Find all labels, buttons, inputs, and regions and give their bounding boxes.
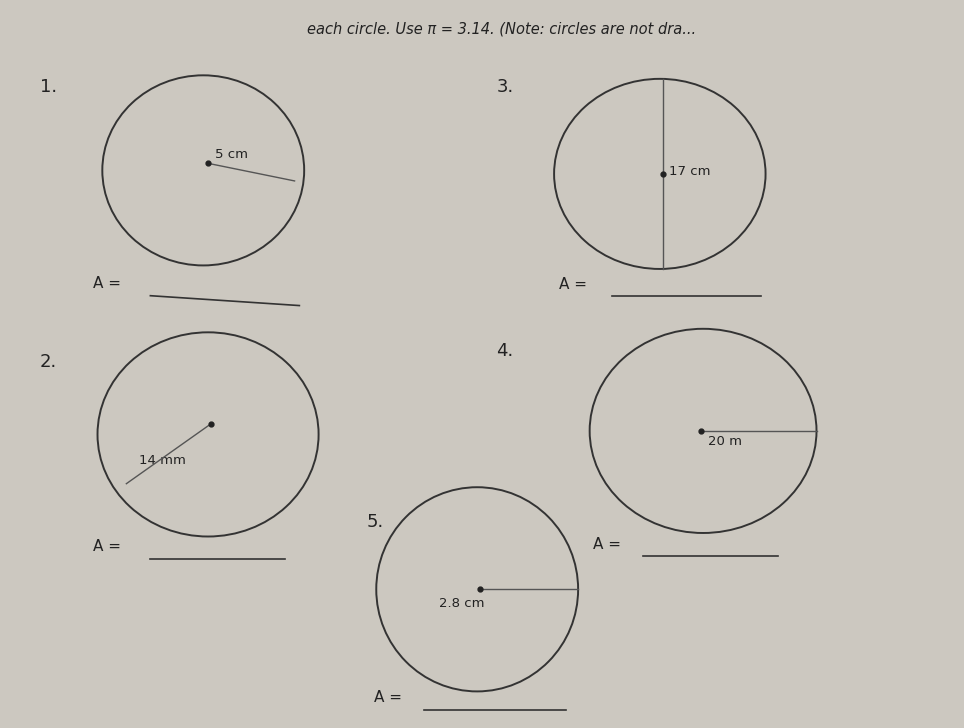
Text: A =: A = <box>374 690 407 705</box>
Text: A =: A = <box>93 277 125 291</box>
Text: 2.: 2. <box>40 353 57 371</box>
Text: 4.: 4. <box>496 342 514 360</box>
Text: 20 m: 20 m <box>708 435 742 448</box>
Text: 3.: 3. <box>496 78 514 95</box>
Text: 5.: 5. <box>366 513 384 531</box>
Text: A =: A = <box>593 537 626 552</box>
Text: A =: A = <box>93 539 125 554</box>
Text: 1.: 1. <box>40 78 57 95</box>
Text: A =: A = <box>559 277 592 292</box>
Text: 2.8 cm: 2.8 cm <box>439 597 484 610</box>
Text: 14 mm: 14 mm <box>139 454 186 467</box>
Text: 5 cm: 5 cm <box>215 149 248 162</box>
Text: 17 cm: 17 cm <box>669 165 710 178</box>
Text: each circle. Use π = 3.14. (Note: circles are not dra...: each circle. Use π = 3.14. (Note: circle… <box>307 22 696 36</box>
